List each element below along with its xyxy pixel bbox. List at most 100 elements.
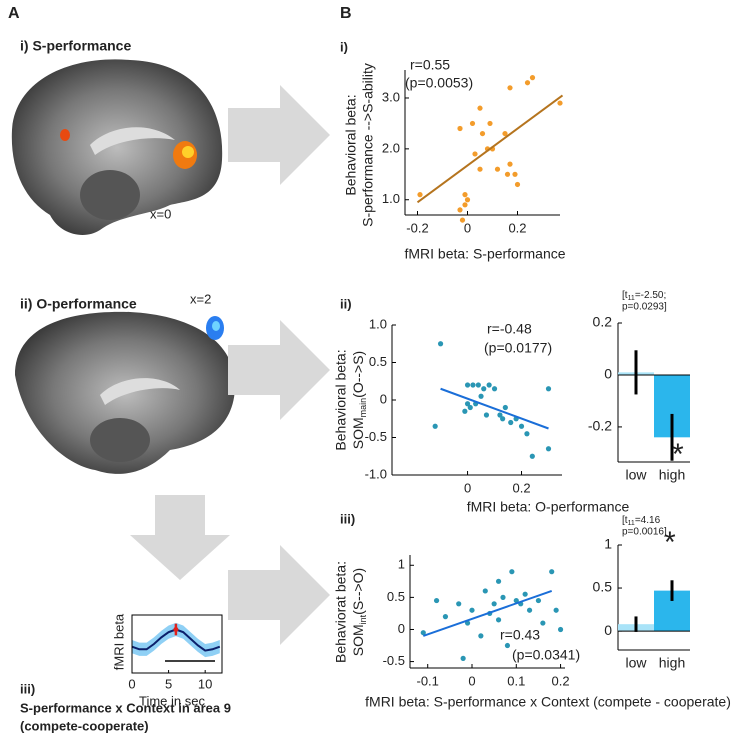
point (470, 382, 476, 388)
x-tick-label: 5 (165, 676, 172, 691)
point (479, 130, 486, 137)
arrows (130, 85, 330, 645)
point (457, 125, 463, 132)
annotation: p=0.0016] (622, 527, 667, 538)
y-axis-label-part: (S-->O) (350, 568, 366, 615)
fit-line (440, 387, 549, 430)
panel-label: B (340, 5, 352, 22)
point (477, 105, 483, 111)
point (557, 626, 564, 633)
panel-title: i) S-performance (20, 38, 131, 54)
panel-title: ii) O-performance (20, 296, 137, 312)
point (464, 401, 471, 407)
x-tick-label: 0 (128, 676, 135, 691)
point (526, 607, 533, 613)
annotation: [t11=4.16 (622, 515, 661, 528)
y-tick-label: -0.5 (383, 653, 405, 668)
panel-title: (compete-cooperate) (20, 718, 149, 733)
point (494, 166, 501, 172)
x-tick-label: -0.2 (406, 220, 428, 235)
x-tick-label: -0.1 (417, 673, 439, 688)
y-axis-label-part: SOM (350, 624, 366, 656)
x-tick-label: low (625, 655, 647, 671)
point (491, 601, 497, 607)
fit-line (416, 94, 564, 204)
y-tick-label: 1.0 (382, 191, 400, 206)
y-axis-label: Behavioral beta: (333, 349, 349, 450)
annotation-part: =4.16 (635, 515, 661, 526)
y-tick-label: 0 (398, 621, 405, 636)
point (557, 100, 563, 106)
point (545, 386, 552, 392)
plot-frame (131, 614, 223, 674)
point (500, 416, 506, 422)
x-tick-label: 0.2 (512, 480, 530, 495)
panel-label: iii) (340, 511, 355, 526)
y-tick-label: 2.0 (382, 140, 400, 155)
y-axis-label-part: main (358, 398, 368, 418)
point (509, 569, 515, 575)
y-tick-label: 1.0 (369, 316, 387, 331)
y-axis-label: SOMmain(O-->S) (350, 351, 369, 449)
point (495, 617, 502, 623)
point (545, 446, 552, 452)
point (469, 607, 475, 613)
point (502, 130, 508, 137)
point (432, 423, 438, 429)
point (487, 120, 493, 127)
y-tick-label: -1.0 (365, 466, 387, 481)
point (524, 431, 530, 437)
point (456, 601, 462, 607)
annotation-part: 11 (628, 520, 635, 527)
x-tick-label: 0.2 (508, 220, 526, 235)
x-tick-label: high (659, 655, 685, 671)
y-tick-label: -0.2 (588, 418, 612, 434)
point (504, 642, 511, 649)
significance-star: * (664, 526, 676, 559)
annotation: r=-0.48 (487, 321, 532, 337)
x-tick-label: 0.1 (507, 673, 525, 688)
significance-star: * (672, 438, 684, 471)
point (507, 161, 513, 167)
x-axis-label: fMRI beta: S-performance (404, 246, 565, 262)
y-axis-label-part: SOM (350, 417, 366, 449)
annotation: r=0.43 (500, 627, 540, 643)
point (475, 382, 481, 388)
point (477, 166, 483, 172)
annotation: p=0.0293] (622, 302, 667, 313)
x-tick-label: 0 (464, 480, 471, 495)
point (529, 75, 536, 81)
y-axis-label: S-performance -->S-ability (360, 63, 376, 227)
point (495, 578, 502, 584)
point (540, 620, 546, 626)
point (522, 591, 528, 597)
annotation-part: =-2.50; (635, 290, 666, 301)
slice-label: x=2 (190, 291, 211, 306)
y-tick-label: -0.5 (365, 429, 387, 444)
point (497, 412, 503, 418)
x-axis-label: fMRI beta: O-performance (467, 499, 630, 515)
point (437, 341, 444, 347)
point (502, 404, 508, 411)
x-tick-label: 0 (468, 673, 475, 688)
point (467, 404, 473, 411)
annotation: (p=0.0053) (405, 75, 473, 91)
point (469, 120, 476, 127)
point (529, 453, 535, 459)
y-tick-label: 0.5 (593, 579, 613, 595)
point (482, 588, 488, 594)
point (508, 419, 514, 426)
point (420, 630, 426, 636)
annotation-part: 11 (628, 295, 635, 302)
point (483, 412, 490, 418)
y-tick-label: 0 (604, 622, 612, 638)
y-axis-label: Behaviorat beta: (333, 561, 349, 663)
x-tick-label: low (625, 467, 647, 483)
point (464, 382, 471, 388)
point (462, 192, 468, 198)
y-tick-label: 1 (604, 536, 612, 552)
point (486, 382, 492, 388)
error-band (132, 622, 220, 658)
y-tick-label: 0.5 (369, 354, 387, 369)
point (549, 569, 555, 575)
